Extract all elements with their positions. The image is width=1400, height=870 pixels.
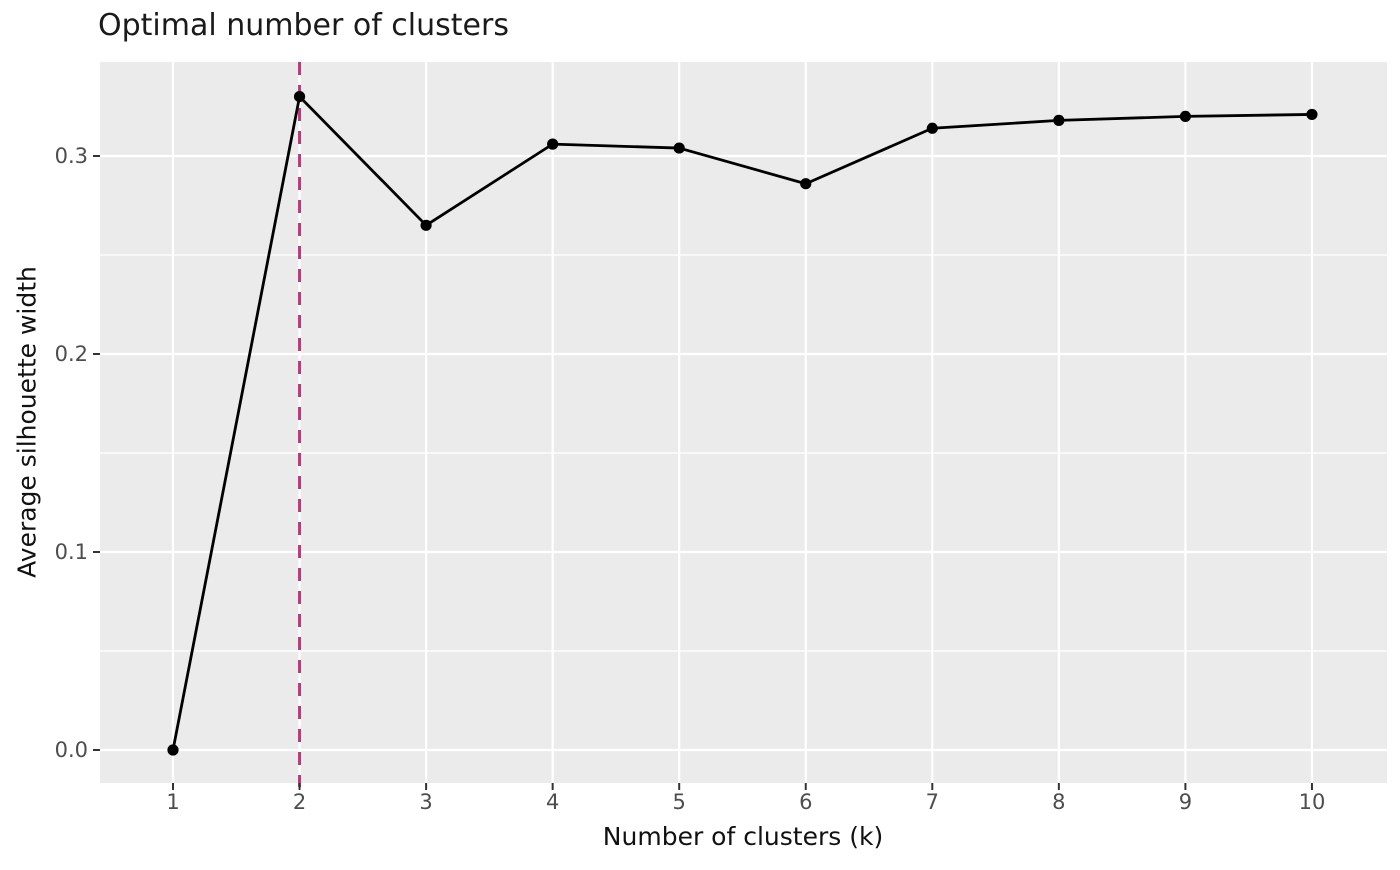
y-tick-label-0.3: 0.3 xyxy=(55,144,88,168)
x-tick-label-7: 7 xyxy=(926,790,939,814)
y-tick-label-0.1: 0.1 xyxy=(55,540,88,564)
x-tick-label-2: 2 xyxy=(293,790,306,814)
y-tick-label-0.0: 0.0 xyxy=(55,738,88,762)
x-tick-label-1: 1 xyxy=(166,790,179,814)
data-point-k7 xyxy=(926,122,938,134)
chart-title: Optimal number of clusters xyxy=(98,8,509,43)
data-point-k3 xyxy=(420,219,432,231)
data-point-k5 xyxy=(673,142,685,154)
data-point-k2 xyxy=(293,91,306,103)
x-tick-label-4: 4 xyxy=(546,790,559,814)
x-tick-label-6: 6 xyxy=(799,790,812,814)
x-tick-label-9: 9 xyxy=(1179,790,1192,814)
data-point-k9 xyxy=(1179,110,1191,122)
x-tick-label-3: 3 xyxy=(419,790,432,814)
data-point-k8 xyxy=(1053,114,1065,126)
x-tick-label-10: 10 xyxy=(1299,790,1326,814)
x-tick-label-8: 8 xyxy=(1052,790,1065,814)
data-point-k6 xyxy=(800,178,812,190)
data-point-k4 xyxy=(547,138,559,150)
y-tick-label-0.2: 0.2 xyxy=(55,342,88,366)
silhouette-line xyxy=(171,95,1312,751)
y-axis-title: Average silhouette width xyxy=(12,266,42,578)
x-axis-title: Number of clusters (k) xyxy=(602,822,884,851)
panel-background xyxy=(100,62,1387,783)
data-point-k1 xyxy=(167,744,179,756)
data-point-k10 xyxy=(1306,108,1318,121)
x-tick-label-5: 5 xyxy=(673,790,686,814)
